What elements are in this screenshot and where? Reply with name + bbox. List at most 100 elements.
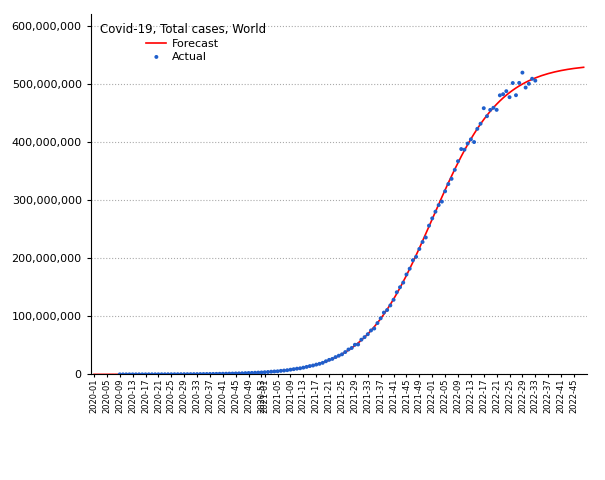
Actual (183, 371, 192, 378)
Actual (154, 371, 163, 378)
Actual (324, 356, 334, 364)
Actual (466, 135, 476, 143)
Actual (473, 125, 482, 132)
Actual (341, 348, 350, 356)
Actual (463, 140, 473, 147)
Actual (147, 371, 157, 378)
Actual (241, 369, 250, 377)
Actual (518, 69, 528, 76)
Actual (469, 138, 479, 146)
Actual (279, 367, 289, 374)
Actual (160, 371, 169, 378)
Actual (231, 370, 241, 377)
Actual (321, 358, 331, 365)
Actual (270, 368, 280, 375)
Actual (131, 371, 141, 378)
Actual (350, 341, 360, 348)
Actual (389, 296, 399, 304)
Actual (247, 369, 257, 377)
Actual (431, 208, 440, 216)
Actual (353, 341, 363, 348)
Actual (331, 353, 341, 361)
Actual (308, 361, 318, 369)
Actual (476, 120, 485, 128)
Actual (208, 370, 218, 378)
Actual (379, 309, 389, 316)
Actual (508, 79, 518, 87)
Actual (427, 215, 437, 222)
Actual (150, 371, 160, 378)
Actual (489, 104, 499, 112)
Actual (212, 370, 221, 378)
Actual (218, 370, 227, 378)
Actual (144, 371, 154, 378)
Actual (398, 279, 408, 287)
Forecast (574, 65, 581, 71)
Actual (485, 106, 495, 114)
Actual (166, 371, 176, 378)
Actual (414, 245, 424, 253)
Forecast (123, 372, 130, 377)
Actual (502, 87, 511, 95)
Actual (392, 288, 402, 296)
Actual (499, 90, 508, 98)
Actual (192, 370, 202, 378)
Actual (440, 188, 450, 195)
Actual (253, 369, 263, 376)
Forecast (306, 363, 313, 369)
Actual (134, 371, 144, 378)
Actual (460, 146, 469, 154)
Actual (453, 157, 463, 165)
Actual (417, 238, 427, 246)
Actual (163, 371, 173, 378)
Actual (237, 370, 247, 377)
Actual (266, 368, 276, 375)
Actual (424, 222, 434, 229)
Actual (244, 369, 253, 377)
Actual (360, 333, 370, 341)
Actual (337, 350, 347, 358)
Actual (186, 370, 195, 378)
Forecast (580, 64, 587, 70)
Actual (370, 324, 379, 332)
Actual (511, 91, 521, 99)
Actual (128, 371, 137, 378)
Actual (527, 75, 537, 83)
Actual (382, 306, 392, 314)
Actual (443, 180, 453, 188)
Actual (514, 79, 524, 87)
Actual (437, 198, 446, 205)
Forecast (435, 202, 442, 207)
Forecast (155, 372, 162, 377)
Actual (356, 336, 366, 344)
Actual (176, 371, 186, 378)
Actual (482, 112, 492, 120)
Actual (227, 370, 237, 377)
Actual (363, 330, 373, 338)
Actual (302, 363, 312, 371)
Actual (450, 166, 460, 174)
Actual (421, 234, 431, 241)
Actual (215, 370, 224, 378)
Actual (408, 256, 417, 264)
Actual (198, 370, 208, 378)
Actual (289, 365, 298, 373)
Actual (334, 352, 344, 360)
Actual (531, 77, 540, 84)
Actual (456, 145, 466, 153)
Actual (263, 368, 273, 376)
Actual (505, 93, 514, 101)
Forecast (90, 372, 97, 377)
Actual (224, 370, 234, 377)
Actual (283, 366, 292, 374)
Actual (250, 369, 260, 377)
Actual (115, 371, 125, 378)
Forecast (496, 98, 503, 104)
Actual (273, 368, 283, 375)
Actual (405, 265, 414, 273)
Actual (395, 283, 405, 291)
Actual (141, 371, 151, 378)
Actual (411, 253, 421, 261)
Actual (298, 364, 308, 372)
Actual (305, 362, 315, 370)
